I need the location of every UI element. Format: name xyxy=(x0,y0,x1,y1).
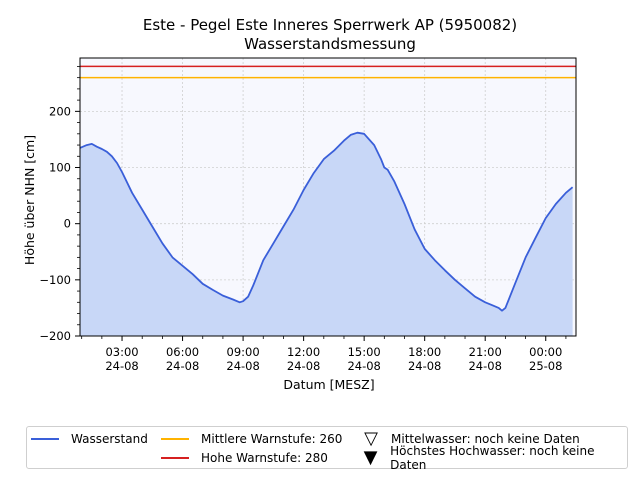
legend-label-hohe-warnstufe: Hohe Warnstufe: 280 xyxy=(201,451,328,465)
triangle-down-outline-icon: ▽ xyxy=(364,428,378,449)
legend-item-hoechstes-hochwasser: ▼ Höchstes Hochwasser: noch keine Daten xyxy=(357,444,627,472)
x-tick-label-date: 24-08 xyxy=(287,359,320,373)
legend: Wasserstand Mittlere Warnstufe: 260 Hohe… xyxy=(26,426,628,472)
x-axis: 03:0024-0806:0024-0809:0024-0812:0024-08… xyxy=(81,336,567,373)
legend-item-wasserstand: Wasserstand xyxy=(31,429,148,449)
y-tick-label: −200 xyxy=(39,329,71,343)
y-tick-label: 100 xyxy=(49,161,71,175)
x-tick-label-date: 24-08 xyxy=(347,359,380,373)
series-line-wasserstand xyxy=(79,131,574,312)
y-tick-label: −100 xyxy=(39,273,71,287)
legend-line-hohe-warnstufe xyxy=(161,457,189,459)
legend-item-mittelwasser: ▽ Mittelwasser: noch keine Daten xyxy=(357,429,580,449)
legend-line-mittlere-warnstufe xyxy=(161,438,189,440)
legend-label-mittelwasser: Mittelwasser: noch keine Daten xyxy=(391,432,580,446)
x-tick-label-date: 24-08 xyxy=(166,359,199,373)
chart-title: Este - Pegel Este Inneres Sperrwerk AP (… xyxy=(143,16,517,34)
chart-subtitle: Wasserstandsmessung xyxy=(244,35,416,53)
x-tick-label-date: 24-08 xyxy=(226,359,259,373)
x-tick-label-date: 24-08 xyxy=(468,359,501,373)
legend-label-mittlere-warnstufe: Mittlere Warnstufe: 260 xyxy=(201,432,343,446)
x-tick-label-time: 18:00 xyxy=(408,345,441,359)
x-tick-label-date: 24-08 xyxy=(408,359,441,373)
x-tick-label-date: 25-08 xyxy=(529,359,562,373)
x-axis-label: Datum [MESZ] xyxy=(283,377,374,392)
x-tick-label-time: 00:00 xyxy=(529,345,562,359)
x-tick-label-time: 09:00 xyxy=(227,345,260,359)
x-tick-label-time: 12:00 xyxy=(287,345,320,359)
y-tick-label: 200 xyxy=(49,104,71,118)
y-axis: 200 100 0 −100 −200 xyxy=(39,66,80,343)
y-axis-label: Höhe über NHN [cm] xyxy=(22,135,37,265)
legend-item-mittlere-warnstufe: Mittlere Warnstufe: 260 xyxy=(161,429,342,449)
legend-label-wasserstand: Wasserstand xyxy=(71,432,148,446)
legend-label-hoechstes-hochwasser: Höchstes Hochwasser: noch keine Daten xyxy=(390,444,595,472)
legend-line-wasserstand xyxy=(31,438,59,440)
x-tick-label-date: 24-08 xyxy=(105,359,138,373)
x-tick-label-time: 15:00 xyxy=(348,345,381,359)
series-area-wasserstand xyxy=(80,132,573,336)
triangle-down-filled-icon: ▼ xyxy=(363,447,378,468)
x-tick-label-time: 03:00 xyxy=(105,345,138,359)
reference-lines xyxy=(80,65,576,79)
y-tick-label: 0 xyxy=(64,217,71,231)
x-tick-label-time: 21:00 xyxy=(469,345,502,359)
chart-svg: Este - Pegel Este Inneres Sperrwerk AP (… xyxy=(22,16,577,392)
legend-item-hohe-warnstufe: Hohe Warnstufe: 280 xyxy=(161,448,328,468)
plot-frame xyxy=(79,57,577,337)
x-tick-label-time: 06:00 xyxy=(166,345,199,359)
